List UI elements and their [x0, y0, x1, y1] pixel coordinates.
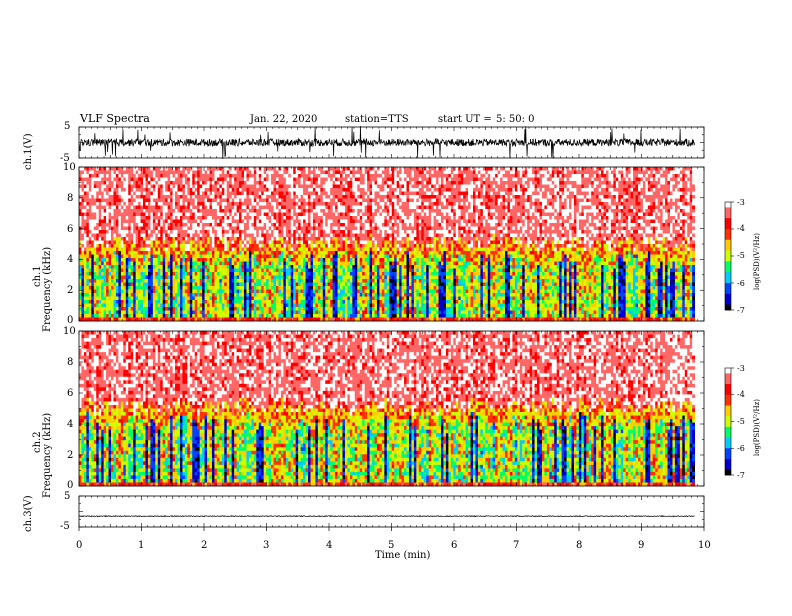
- cbar2-tick-m4: -4: [737, 390, 745, 400]
- cbar1-tick-m7: -7: [737, 306, 745, 316]
- header-date: Jan. 22, 2020: [250, 115, 317, 125]
- xtick-3: 3: [263, 541, 269, 551]
- xtick-6: 6: [451, 541, 457, 551]
- waveform-ch3-trace: [79, 516, 695, 517]
- spec2-ytick-0: 0: [67, 481, 73, 491]
- xtick-1: 1: [138, 541, 144, 551]
- xtick-10: 10: [698, 541, 711, 551]
- spectrogram-ch2-image: [79, 331, 695, 486]
- ylabel-ch3-text: ch.3(V): [24, 495, 34, 532]
- ylabel-ch1-spec-line2: Frequency (kHz): [43, 247, 53, 332]
- spec1-ytick-10: 10: [63, 163, 76, 173]
- cbar1-label: log(PSD)(V²/Hz): [752, 233, 762, 290]
- spec1-ytick-2: 2: [67, 286, 73, 296]
- cbar1-tick-m4: -4: [737, 224, 745, 234]
- cbar2-label: log(PSD)(V²/Hz): [752, 399, 762, 456]
- cbar2-tick-m3: -3: [737, 364, 745, 374]
- waveform-ch3-line: [79, 516, 695, 517]
- spec1-ytick-4: 4: [67, 255, 73, 265]
- cbar2-tick-m7: -7: [737, 471, 745, 481]
- frame-w3: [79, 496, 704, 527]
- cbar1-tick-m3: -3: [737, 198, 745, 208]
- spec1-ytick-8: 8: [67, 194, 73, 204]
- ylabel-ch2-spec-line2: Frequency (kHz): [43, 413, 53, 498]
- cbar2-tick-m5: -5: [737, 417, 745, 427]
- ch3-ytick-bottom: -5: [60, 522, 70, 532]
- cbar2-tick-m6: -6: [737, 444, 745, 454]
- xtick-2: 2: [201, 541, 207, 551]
- xtick-7: 7: [513, 541, 519, 551]
- spec2-ytick-4: 4: [67, 420, 73, 430]
- spec1-ytick-0: 0: [67, 316, 73, 326]
- spec1-ytick-6: 6: [67, 225, 73, 235]
- ch1-ytick-top: 5: [64, 122, 70, 132]
- xtick-4: 4: [326, 541, 332, 551]
- xtick-8: 8: [576, 541, 582, 551]
- cbar1-tick-m6: -6: [737, 279, 745, 289]
- spec2-ytick-2: 2: [67, 451, 73, 461]
- xtick-0: 0: [76, 541, 82, 551]
- header-station: station=TTS: [345, 115, 409, 125]
- header-start-label: start UT =: [438, 115, 492, 125]
- header-start-time: 5: 50: 0: [496, 115, 535, 125]
- waveform-ch1-trace: [79, 126, 695, 159]
- ylabel-ch1-text: ch.1(V): [24, 133, 34, 170]
- spec2-ytick-6: 6: [67, 389, 73, 399]
- colorbar-ch1: [725, 202, 734, 310]
- spectrogram-ch1-image: [79, 167, 695, 321]
- spec2-ytick-8: 8: [67, 358, 73, 368]
- cbar1-tick-m5: -5: [737, 251, 745, 261]
- colorbar-ch2: [725, 368, 734, 475]
- xaxis-label: Time (min): [375, 551, 430, 561]
- waveform-ch1-line: [79, 126, 695, 159]
- ch3-ytick-top: 5: [64, 492, 70, 502]
- spec2-ytick-10: 10: [63, 327, 76, 337]
- xtick-9: 9: [638, 541, 644, 551]
- figure-title: VLF Spectra: [80, 114, 150, 124]
